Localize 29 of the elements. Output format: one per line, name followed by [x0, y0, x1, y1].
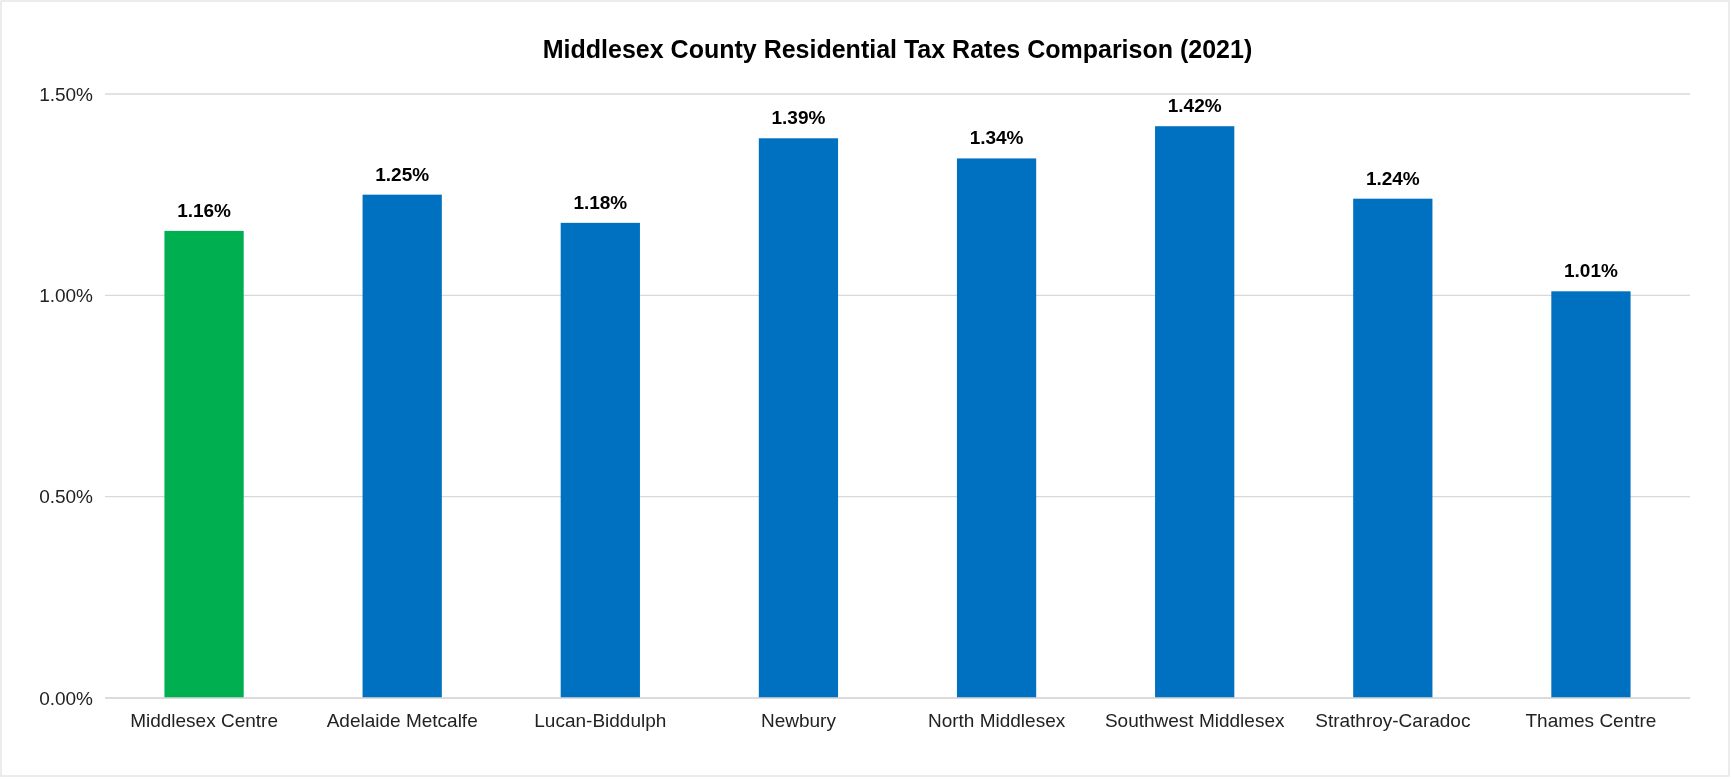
y-tick-label: 1.00% — [39, 284, 94, 306]
data-label: 1.25% — [375, 163, 430, 185]
data-label: 1.01% — [1564, 260, 1618, 282]
x-tick-label: Middlesex Centre — [130, 710, 278, 732]
bar — [560, 222, 640, 698]
bar — [758, 138, 839, 698]
x-tick-label: Adelaide Metcalfe — [326, 710, 478, 732]
x-tick-label: Southwest Middlesex — [1104, 710, 1285, 732]
y-tick-label: 0.50% — [39, 486, 94, 508]
x-tick-label: North Middlesex — [927, 710, 1066, 732]
data-label: 1.24% — [1365, 167, 1420, 189]
bar — [164, 230, 244, 698]
bar — [1551, 291, 1631, 698]
y-tick-label: 0.00% — [39, 687, 94, 709]
bar — [362, 194, 442, 698]
bar — [1155, 126, 1235, 698]
data-label: 1.39% — [771, 107, 826, 129]
chart-title: Middlesex County Residential Tax Rates Comparison (2021) — [542, 35, 1253, 63]
data-label: 1.42% — [1167, 95, 1222, 117]
data-label: 1.16% — [177, 199, 232, 221]
bar — [956, 158, 1037, 698]
y-tick-label: 1.50% — [39, 83, 94, 105]
data-label: 1.18% — [573, 191, 628, 213]
x-tick-label: Strathroy-Caradoc — [1315, 710, 1471, 732]
data-label: 1.34% — [969, 127, 1024, 149]
bar — [1353, 198, 1433, 698]
x-tick-label: Thames Centre — [1525, 710, 1657, 732]
x-tick-label: Lucan-Biddulph — [534, 710, 667, 732]
x-tick-label: Newbury — [760, 710, 837, 732]
